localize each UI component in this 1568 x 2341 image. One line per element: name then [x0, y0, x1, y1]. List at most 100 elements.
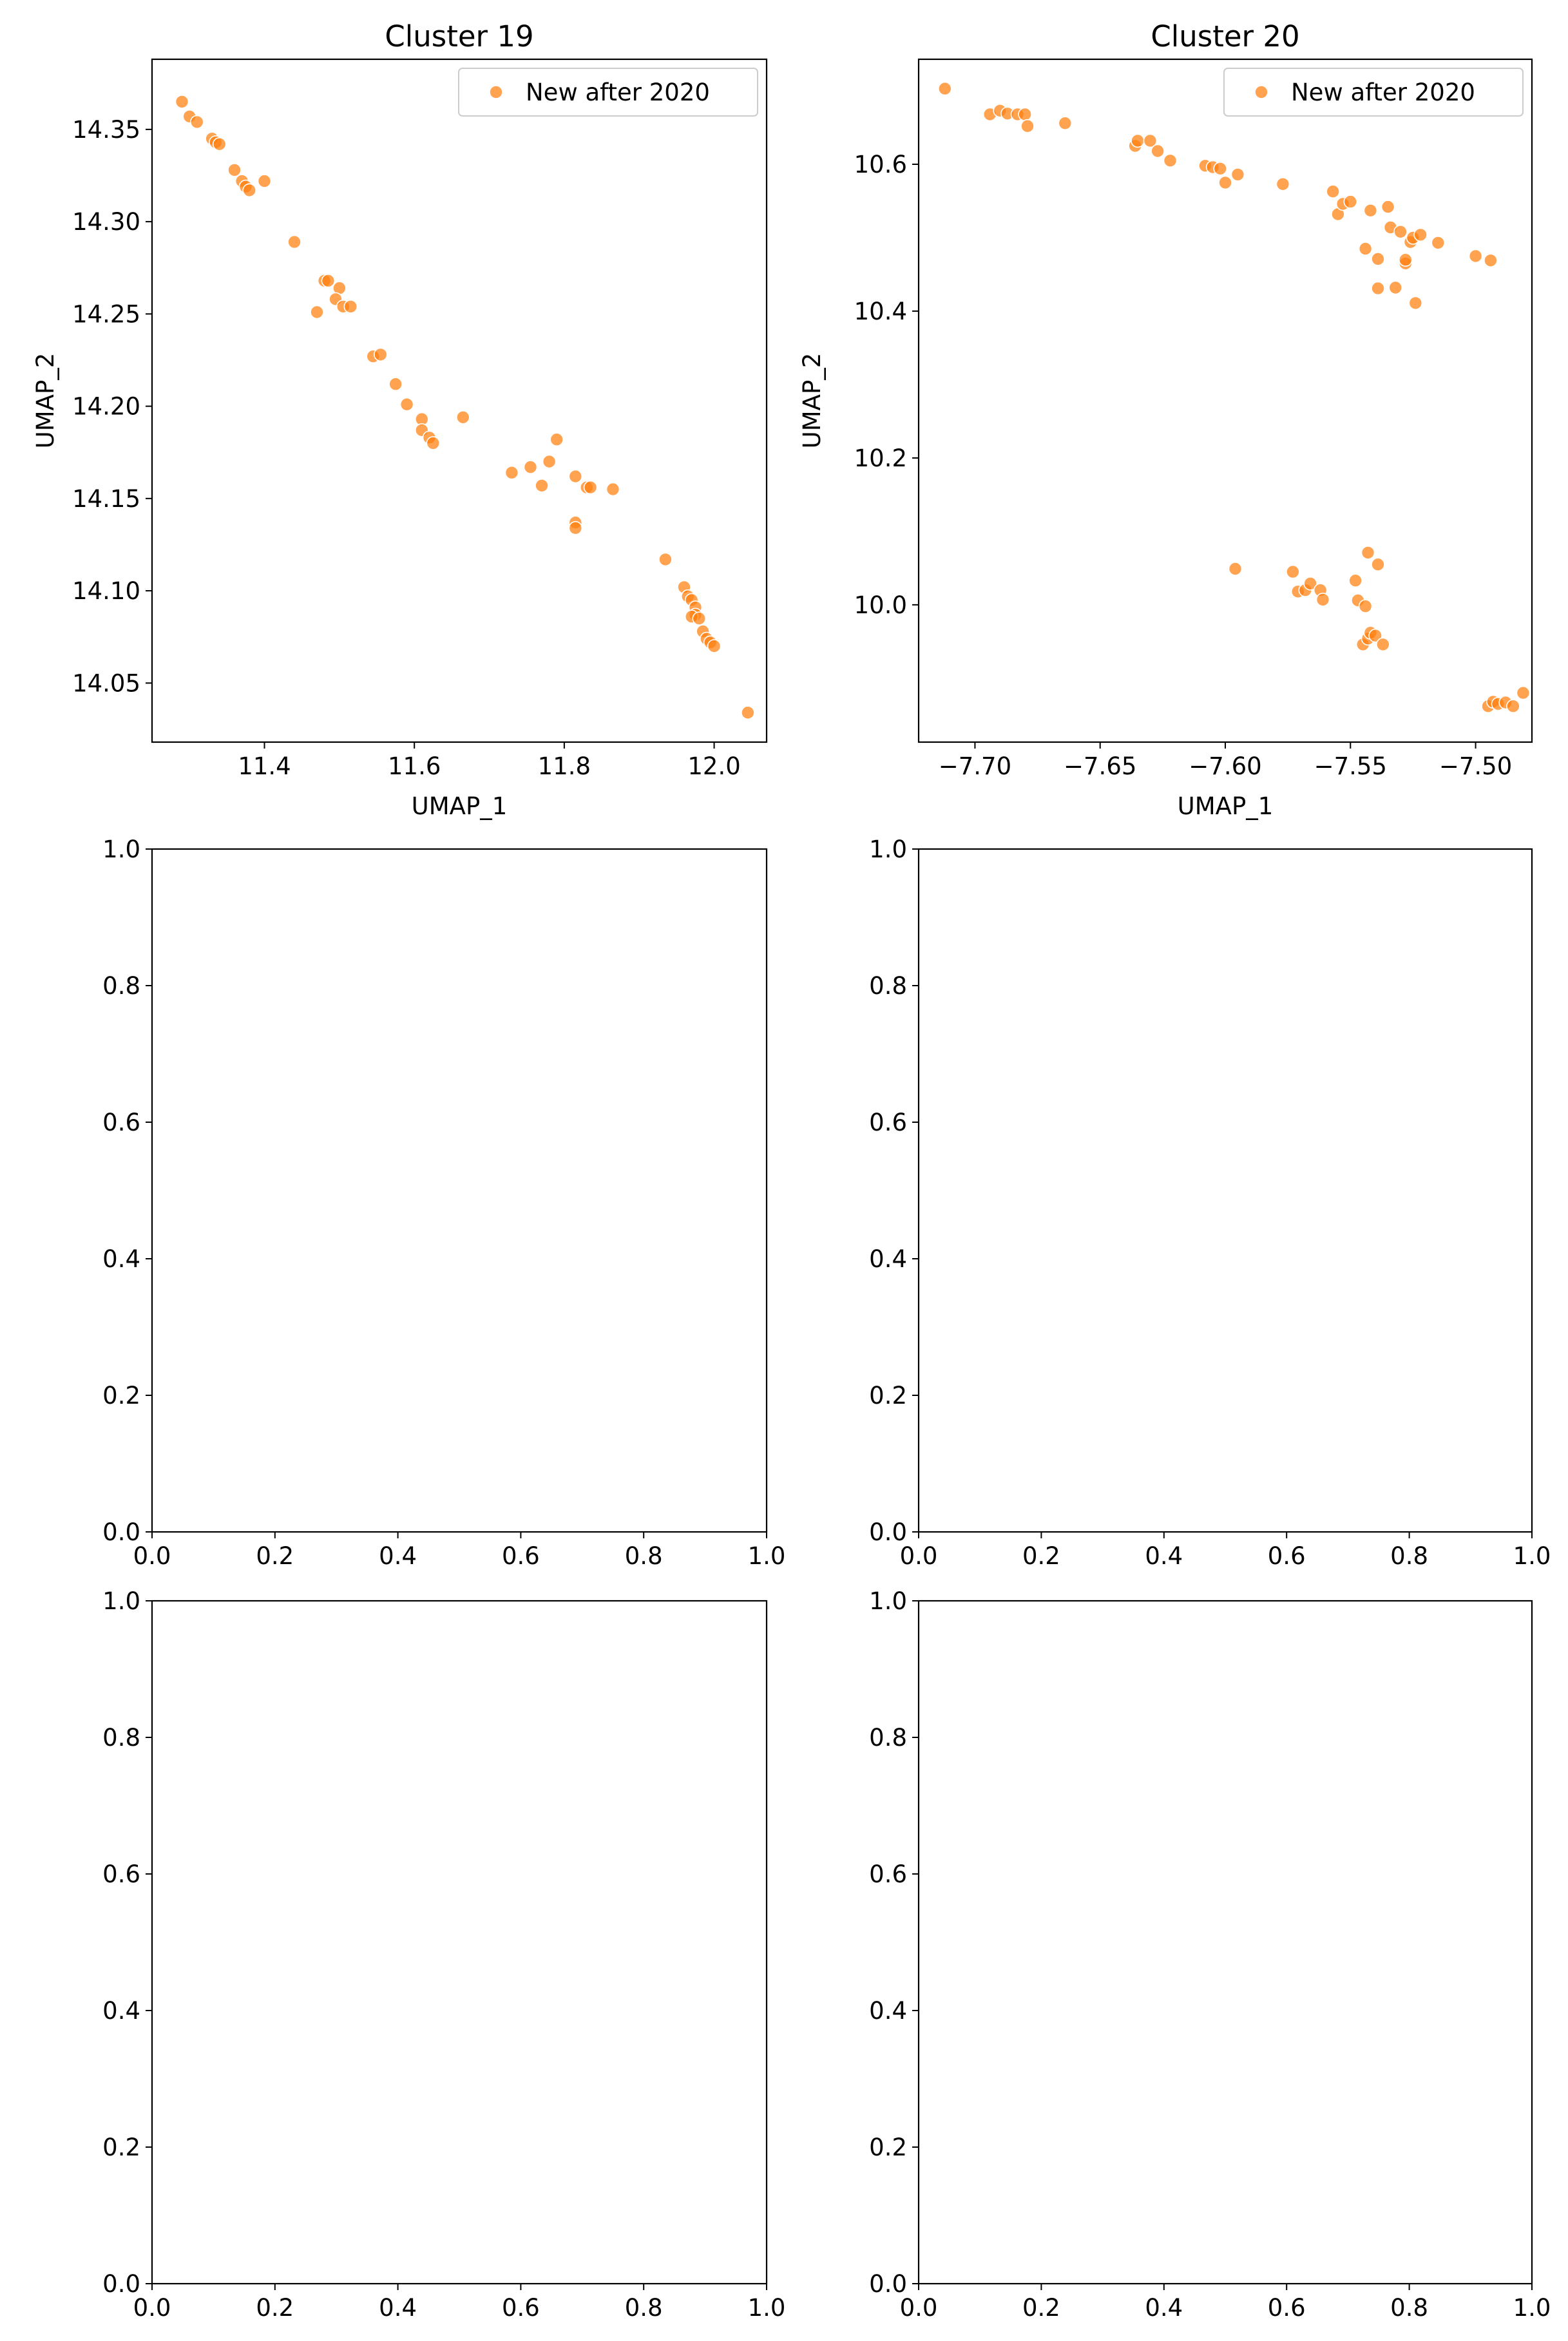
y-tick-label: 1.0	[102, 1587, 140, 1615]
data-point	[523, 460, 538, 474]
data-point	[1213, 161, 1227, 176]
x-tick-label: 1.0	[748, 1542, 786, 1570]
panel-3: 0.0 0.2 0.4 0.6 0.8 1.0 0.0 0.2 0.4 0.6 0.8 1.0	[102, 836, 785, 1570]
y-axis-label: UMAP_2	[798, 353, 826, 449]
y-tick-label: 0.4	[102, 1245, 140, 1273]
data-point	[1381, 200, 1395, 214]
plot-frame	[917, 58, 1533, 743]
data-point	[1358, 599, 1373, 613]
data-point	[426, 436, 441, 450]
y-tick-label: 14.10	[72, 577, 140, 605]
data-point	[1143, 133, 1158, 148]
x-tick-label: −7.70	[939, 752, 1011, 780]
x-tick-label: −7.65	[1064, 752, 1136, 780]
data-point	[1286, 564, 1300, 579]
y-tick-label: 14.20	[72, 393, 140, 421]
x-tick-label: 0.2	[256, 2294, 294, 2322]
y-tick-label: 14.30	[72, 208, 140, 236]
x-tick-label: 0.4	[379, 1542, 417, 1570]
x-tick-label: 0.6	[1268, 2294, 1306, 2322]
data-point	[1326, 184, 1340, 199]
y-tick-label: 14.25	[72, 300, 140, 328]
data-point	[1276, 177, 1290, 191]
y-tick-label: 0.8	[869, 972, 907, 1000]
y-tick-label: 10.4	[854, 298, 907, 325]
data-point	[568, 469, 583, 484]
legend-marker	[489, 85, 503, 99]
x-tick-label: 0.6	[502, 2294, 540, 2322]
y-tick-label: 0.6	[869, 1860, 907, 1888]
data-point	[658, 552, 673, 567]
data-point	[1131, 133, 1145, 148]
data-point	[707, 639, 722, 653]
x-tick-label: 0.0	[900, 2294, 938, 2322]
legend-box	[458, 68, 758, 117]
x-tick-label: 1.0	[1513, 1542, 1551, 1570]
y-tick-label: 0.2	[102, 2134, 140, 2161]
data-point	[1303, 576, 1317, 591]
data-point	[504, 465, 519, 480]
data-point	[606, 482, 620, 497]
data-point	[1393, 224, 1408, 239]
x-tick-label: 0.4	[379, 2294, 417, 2322]
y-tick-label: 0.2	[869, 1382, 907, 1409]
data-point	[212, 137, 227, 151]
y-tick-label: 0.4	[102, 1997, 140, 2025]
x-tick-label: 11.4	[238, 752, 291, 780]
plot-frame	[917, 848, 1533, 1533]
data-point	[583, 480, 598, 495]
data-point	[399, 397, 414, 412]
x-tick-label: 0.2	[1022, 2294, 1060, 2322]
x-tick-label: 11.6	[388, 752, 441, 780]
data-point	[1343, 195, 1358, 209]
y-tick-label: 0.2	[869, 2134, 907, 2161]
data-point	[568, 521, 583, 535]
y-tick-label: 14.05	[72, 669, 140, 697]
x-tick-label: −7.50	[1439, 752, 1512, 780]
data-point	[1516, 685, 1531, 700]
data-point	[692, 611, 707, 626]
y-tick-label: 0.4	[869, 1245, 907, 1273]
chart-title: Cluster 19	[385, 19, 533, 53]
x-tick-label: 0.0	[133, 1542, 171, 1570]
data-point	[1413, 227, 1428, 242]
x-tick-label: 0.8	[625, 2294, 663, 2322]
plot-frame	[151, 848, 768, 1533]
data-point	[938, 81, 952, 96]
data-point	[1230, 167, 1245, 182]
x-axis-label: UMAP_1	[412, 792, 508, 820]
panel-1: 11.4 11.6 11.8 12.0 14.05 14.10 14.15 14.20 14.2…	[32, 19, 768, 820]
y-tick-label: 0.0	[869, 2270, 907, 2298]
data-point	[1020, 119, 1035, 133]
x-tick-label: 1.0	[748, 2294, 786, 2322]
x-tick-label: 0.4	[1145, 1542, 1183, 1570]
y-tick-label: 0.6	[102, 1860, 140, 1888]
y-tick-label: 1.0	[102, 836, 140, 863]
x-tick-label: 11.8	[538, 752, 591, 780]
data-point	[1484, 253, 1498, 268]
data-point	[741, 705, 755, 720]
x-tick-label: −7.55	[1314, 752, 1387, 780]
y-tick-label: 0.0	[102, 2270, 140, 2298]
panel-2: −7.70 −7.65 −7.60 −7.55 −7.50 10.0 10.2 10.4 10.…	[798, 19, 1533, 820]
x-tick-label: 0.2	[256, 1542, 294, 1570]
y-tick-label: 0.0	[869, 1518, 907, 1546]
data-point	[1018, 107, 1032, 122]
y-axis-label: UMAP_2	[32, 353, 59, 449]
y-tick-label: 0.8	[102, 972, 140, 1000]
data-point	[1363, 203, 1378, 218]
data-point	[257, 174, 272, 188]
data-point	[1376, 637, 1390, 652]
x-tick-label: 12.0	[687, 752, 740, 780]
y-tick-label: 1.0	[869, 836, 907, 863]
x-tick-label: 1.0	[1513, 2294, 1551, 2322]
data-point	[1358, 242, 1373, 256]
x-tick-label: 0.8	[625, 1542, 663, 1570]
x-tick-label: −7.60	[1189, 752, 1261, 780]
y-tick-label: 1.0	[869, 1587, 907, 1615]
x-tick-label: 0.4	[1145, 2294, 1183, 2322]
y-tick-label: 0.8	[102, 1724, 140, 1752]
x-tick-label: 0.0	[133, 2294, 171, 2322]
y-tick-label: 10.2	[854, 444, 907, 472]
x-tick-label: 0.2	[1022, 1542, 1060, 1570]
